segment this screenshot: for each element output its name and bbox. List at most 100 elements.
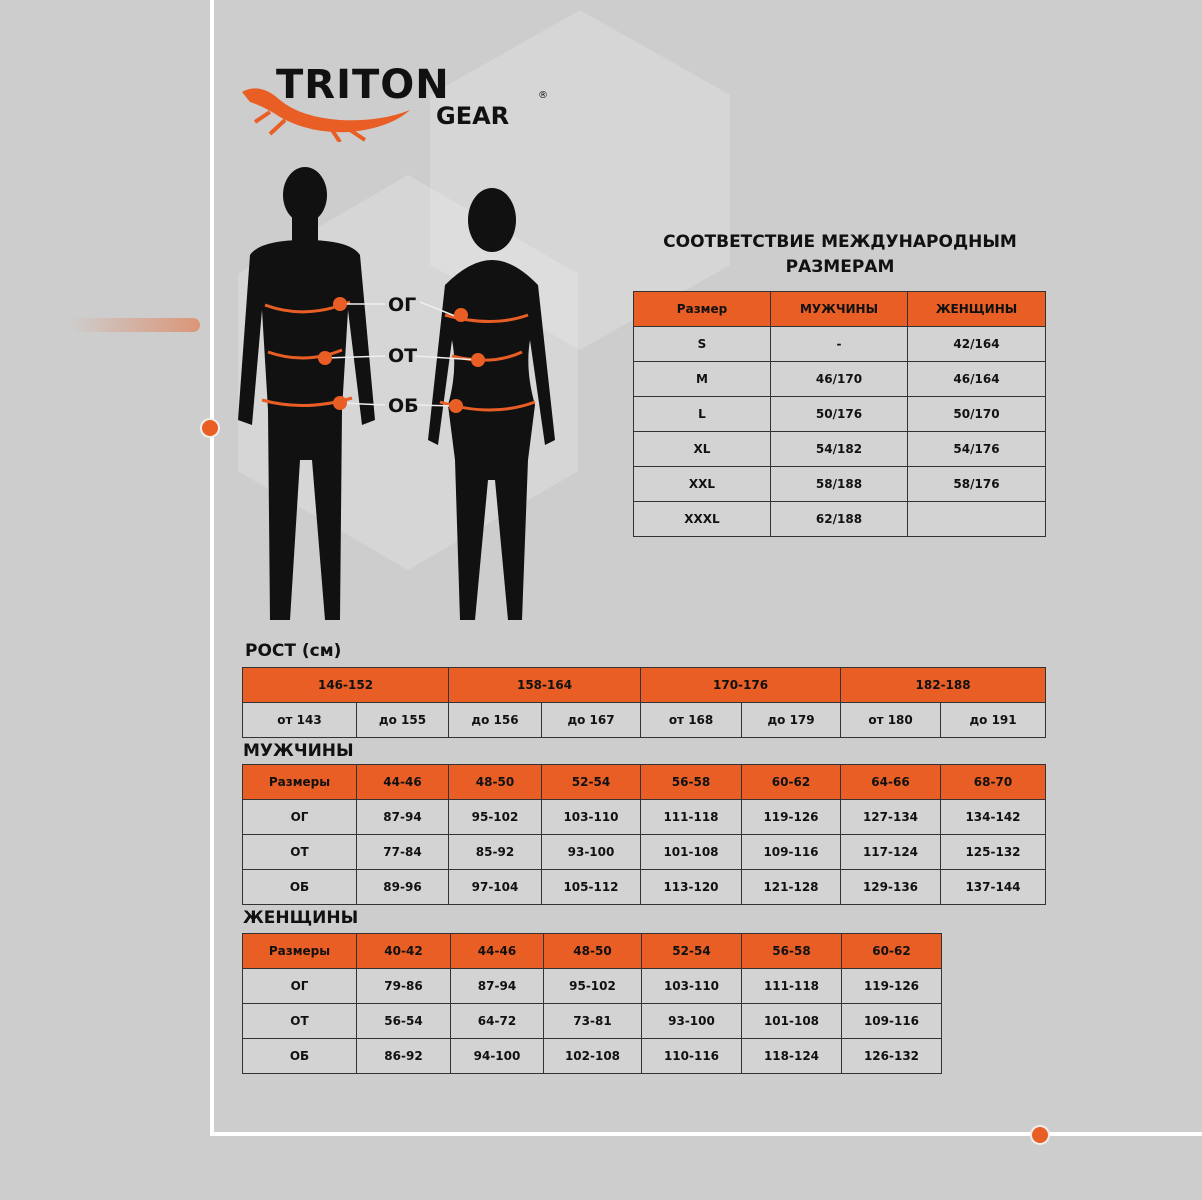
table-cell: 50/170 bbox=[907, 396, 1046, 432]
header-cell: 48-50 bbox=[543, 933, 642, 969]
table-cell: ОГ bbox=[242, 799, 357, 835]
header-cell: 48-50 bbox=[448, 764, 542, 800]
table-cell: 42/164 bbox=[907, 326, 1046, 362]
table-cell: 109-116 bbox=[741, 834, 841, 870]
table-cell: 110-116 bbox=[641, 1038, 742, 1074]
logo-name: TRITON bbox=[276, 62, 450, 108]
men-size-table: Размеры 44-46 48-50 52-54 56-58 60-62 64-66 68-… bbox=[242, 764, 1046, 905]
table-cell: M bbox=[633, 361, 771, 397]
table-cell: 95-102 bbox=[543, 968, 642, 1004]
header-cell: 44-46 bbox=[450, 933, 544, 969]
table-cell: 103-110 bbox=[641, 968, 742, 1004]
orange-dot bbox=[200, 418, 220, 438]
orange-dot bbox=[1030, 1125, 1050, 1145]
table-cell: 111-118 bbox=[640, 799, 742, 835]
table-row: ОТ 56-54 64-72 73-81 93-100 101-108 109-116 bbox=[242, 1003, 942, 1039]
height-range-cell: до 179 bbox=[741, 702, 842, 738]
header-cell: 52-54 bbox=[541, 764, 641, 800]
table-cell: 93-100 bbox=[641, 1003, 742, 1039]
table-cell: 118-124 bbox=[741, 1038, 842, 1074]
table-cell: 101-108 bbox=[741, 1003, 842, 1039]
label-hips: ОБ bbox=[388, 395, 419, 417]
table-cell: 134-142 bbox=[940, 799, 1046, 835]
table-row: XL 54/182 54/176 bbox=[633, 431, 1046, 467]
table-cell: 119-126 bbox=[841, 968, 942, 1004]
table-cell: ОГ bbox=[242, 968, 357, 1004]
table-row: XXL 58/188 58/176 bbox=[633, 466, 1046, 502]
height-range-cell: от 143 bbox=[242, 702, 357, 738]
table-cell: 129-136 bbox=[840, 869, 941, 905]
light-streak bbox=[70, 318, 200, 332]
table-cell: 121-128 bbox=[741, 869, 841, 905]
table-cell: 86-92 bbox=[356, 1038, 451, 1074]
measurement-dots bbox=[318, 297, 485, 413]
frame-line bbox=[210, 1132, 1202, 1136]
table-cell: 127-134 bbox=[840, 799, 941, 835]
header-cell: 44-46 bbox=[356, 764, 449, 800]
header-cell: 56-58 bbox=[741, 933, 842, 969]
logo-sub: GEAR bbox=[436, 102, 510, 130]
header-cell: 60-62 bbox=[741, 764, 841, 800]
table-cell: 62/188 bbox=[770, 501, 908, 537]
height-title: РОСТ (см) bbox=[245, 641, 342, 661]
table-cell: ОБ bbox=[242, 869, 357, 905]
height-group-cell: 158-164 bbox=[448, 667, 642, 703]
header-cell: 40-42 bbox=[356, 933, 451, 969]
logo: TRITON GEAR ® bbox=[240, 62, 560, 144]
table-cell: XXXL bbox=[633, 501, 771, 537]
table-cell: 105-112 bbox=[541, 869, 641, 905]
table-cell: 58/188 bbox=[770, 466, 908, 502]
table-cell: 125-132 bbox=[940, 834, 1046, 870]
height-range-cell: до 156 bbox=[448, 702, 543, 738]
height-table: 146-152 158-164 170-176 182-188 от 143 до 155… bbox=[241, 667, 1047, 738]
header-cell: 68-70 bbox=[940, 764, 1046, 800]
table-cell: 119-126 bbox=[741, 799, 841, 835]
header-cell: Размеры bbox=[242, 764, 357, 800]
header-cell: Размеры bbox=[242, 933, 357, 969]
table-cell: 113-120 bbox=[640, 869, 742, 905]
header-row: 146-152 158-164 170-176 182-188 bbox=[241, 667, 1047, 703]
header-cell: 52-54 bbox=[641, 933, 742, 969]
body-figures bbox=[238, 167, 555, 620]
table-cell: 97-104 bbox=[448, 869, 542, 905]
height-group-cell: 182-188 bbox=[840, 667, 1047, 703]
table-cell: XXL bbox=[633, 466, 771, 502]
table-cell: - bbox=[770, 326, 908, 362]
women-title: ЖЕНЩИНЫ bbox=[243, 908, 359, 928]
table-cell: 56-54 bbox=[356, 1003, 451, 1039]
table-cell: 54/182 bbox=[770, 431, 908, 467]
table-cell: 103-110 bbox=[541, 799, 641, 835]
table-cell: 87-94 bbox=[356, 799, 449, 835]
table-cell: 95-102 bbox=[448, 799, 542, 835]
table-row: от 143 до 155 до 156 до 167 от 168 до 179 от 1… bbox=[242, 702, 1047, 738]
table-row: S -42/164 bbox=[633, 326, 1046, 362]
header-cell: ЖЕНЩИНЫ bbox=[907, 291, 1046, 327]
header-cell: Размер bbox=[633, 291, 771, 327]
table-cell: S bbox=[633, 326, 771, 362]
frame-line bbox=[210, 0, 214, 1136]
table-cell: XL bbox=[633, 431, 771, 467]
table-cell: 58/176 bbox=[907, 466, 1046, 502]
header-cell: 56-58 bbox=[640, 764, 742, 800]
man-silhouette bbox=[238, 167, 375, 620]
table-cell: 109-116 bbox=[841, 1003, 942, 1039]
height-group-cell: 170-176 bbox=[640, 667, 842, 703]
table-row: ОГ 87-94 95-102 103-110 111-118 119-126 127-13… bbox=[242, 799, 1046, 835]
table-cell: 79-86 bbox=[356, 968, 451, 1004]
table-cell: 101-108 bbox=[640, 834, 742, 870]
label-waist: ОТ bbox=[388, 345, 418, 367]
height-group-cell: 146-152 bbox=[241, 667, 450, 703]
table-cell: 93-100 bbox=[541, 834, 641, 870]
table-cell: 87-94 bbox=[450, 968, 544, 1004]
table-cell: 50/176 bbox=[770, 396, 908, 432]
height-range-cell: до 191 bbox=[940, 702, 1047, 738]
table-cell: 117-124 bbox=[840, 834, 941, 870]
height-range-cell: от 180 bbox=[840, 702, 942, 738]
table-cell: 46/164 bbox=[907, 361, 1046, 397]
header-row: Размеры 40-42 44-46 48-50 52-54 56-58 60-62 bbox=[242, 933, 942, 969]
table-cell: ОТ bbox=[242, 834, 357, 870]
intl-size-table: Размер МУЖЧИНЫ ЖЕНЩИНЫ S -42/164 M 46/170 46/16… bbox=[633, 291, 1046, 537]
label-chest: ОГ bbox=[388, 294, 417, 316]
table-cell: 54/176 bbox=[907, 431, 1046, 467]
header-row: Размер МУЖЧИНЫ ЖЕНЩИНЫ bbox=[633, 291, 1046, 327]
